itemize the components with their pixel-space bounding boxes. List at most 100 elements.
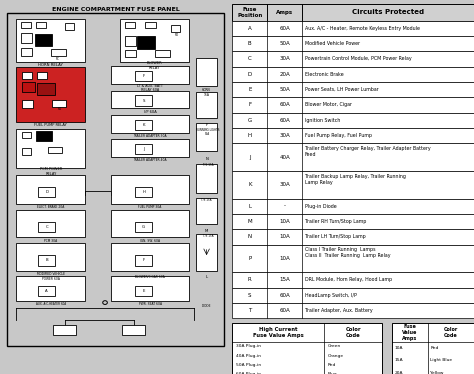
Text: DRL Module, Horn Relay, Hood Lamp: DRL Module, Horn Relay, Hood Lamp [305, 278, 392, 282]
Text: E: E [142, 289, 145, 293]
Bar [111, 175, 189, 204]
Text: 10A: 10A [280, 234, 290, 239]
Text: Yellow: Yellow [430, 371, 444, 374]
Bar [111, 276, 189, 301]
Text: ELECT. BRAKE 20A: ELECT. BRAKE 20A [37, 205, 64, 209]
Text: J: J [249, 154, 251, 160]
Bar [392, 323, 474, 374]
Bar [21, 21, 31, 28]
Text: R: R [248, 278, 252, 282]
Text: Circuits Protected: Circuits Protected [352, 9, 424, 15]
Text: A: A [248, 26, 252, 31]
Text: S: S [142, 99, 145, 102]
Text: H: H [142, 190, 145, 194]
Text: F: F [143, 258, 145, 263]
Bar [232, 229, 474, 245]
Text: PCM 30A: PCM 30A [44, 239, 57, 243]
Text: C: C [248, 56, 252, 61]
Text: Electronic Brake: Electronic Brake [305, 72, 344, 77]
Bar [16, 210, 85, 237]
Bar [146, 21, 156, 28]
Text: L: L [248, 204, 251, 209]
Text: E: E [248, 87, 252, 92]
Bar [232, 272, 474, 288]
Text: N: N [248, 234, 252, 239]
Bar [196, 234, 217, 271]
Bar [232, 82, 474, 97]
Bar [232, 323, 382, 374]
Text: Red: Red [328, 363, 336, 367]
Bar [38, 255, 55, 266]
Bar [22, 100, 34, 108]
Bar [232, 4, 474, 21]
Text: K: K [142, 123, 145, 127]
Text: 60A: 60A [280, 26, 290, 31]
Bar [111, 67, 189, 84]
Text: LT & AUX. BATT
RELAY 60A: LT & AUX. BATT RELAY 60A [137, 84, 163, 92]
Bar [196, 164, 217, 193]
Bar [196, 92, 217, 118]
Bar [22, 148, 31, 155]
Bar [155, 50, 170, 57]
Bar [120, 19, 189, 62]
Text: A: A [46, 289, 48, 293]
Bar [22, 72, 32, 79]
Bar [171, 25, 180, 32]
Text: G: G [247, 118, 252, 123]
Text: 15A: 15A [394, 358, 403, 362]
Bar [64, 23, 74, 30]
Text: 60A: 60A [280, 293, 290, 298]
Text: 50A: 50A [280, 87, 290, 92]
Text: F: F [248, 102, 251, 107]
Text: MODIFIED VEHICLE
POWER 60A: MODIFIED VEHICLE POWER 60A [37, 273, 65, 281]
Bar [135, 286, 152, 296]
Text: Plug-in Diode: Plug-in Diode [305, 204, 337, 209]
Bar [111, 91, 189, 108]
Text: Blower Motor, Cigar: Blower Motor, Cigar [305, 102, 352, 107]
Text: AUX. A/C-HEATER 60A: AUX. A/C-HEATER 60A [36, 303, 66, 306]
Bar [16, 175, 85, 204]
Text: FUEL PUMP 30A: FUEL PUMP 30A [138, 205, 162, 209]
Text: C: C [45, 225, 48, 229]
Text: HORN
15A: HORN 15A [202, 88, 211, 97]
Text: RC: RC [56, 57, 60, 61]
Text: 50A: 50A [280, 41, 290, 46]
Text: 10A: 10A [280, 256, 290, 261]
Text: H: H [248, 133, 252, 138]
Bar [16, 129, 85, 168]
Bar [135, 71, 152, 82]
Text: RD: RD [57, 107, 62, 111]
Text: N: N [205, 157, 208, 161]
Text: T: T [248, 308, 251, 313]
Text: D: D [247, 72, 252, 77]
Text: Trailer RH Turn/Stop Lamp: Trailer RH Turn/Stop Lamp [305, 219, 366, 224]
Text: S: S [248, 293, 252, 298]
Text: T/S 15A: T/S 15A [202, 163, 213, 166]
Text: Green: Green [328, 344, 341, 348]
Text: Trailer Backup Lamp Relay, Trailer Running
Lamp Relay: Trailer Backup Lamp Relay, Trailer Runni… [305, 174, 406, 184]
Bar [232, 113, 474, 128]
Text: ENGINE COMPARTMENT FUSE PANEL: ENGINE COMPARTMENT FUSE PANEL [52, 7, 179, 12]
Bar [232, 128, 474, 143]
Text: HORN RELAY: HORN RELAY [38, 64, 63, 67]
Text: B: B [248, 41, 252, 46]
Bar [53, 325, 76, 335]
Bar [7, 13, 224, 346]
Text: Color
Code: Color Code [444, 327, 458, 338]
Bar [135, 221, 152, 232]
Bar [48, 147, 62, 153]
Bar [36, 131, 52, 141]
Bar [232, 171, 474, 199]
Bar [135, 144, 152, 154]
Text: F: F [205, 123, 208, 127]
Text: F: F [143, 74, 145, 78]
Text: Modified Vehicle Power: Modified Vehicle Power [305, 41, 360, 46]
Bar [232, 199, 474, 214]
Text: 20A: 20A [394, 371, 403, 374]
Bar [51, 49, 66, 56]
Text: Ignition Switch: Ignition Switch [305, 118, 340, 123]
Bar [232, 51, 474, 67]
Bar [21, 48, 32, 56]
Bar [37, 83, 55, 95]
Text: 30A Plug-in: 30A Plug-in [236, 344, 261, 348]
